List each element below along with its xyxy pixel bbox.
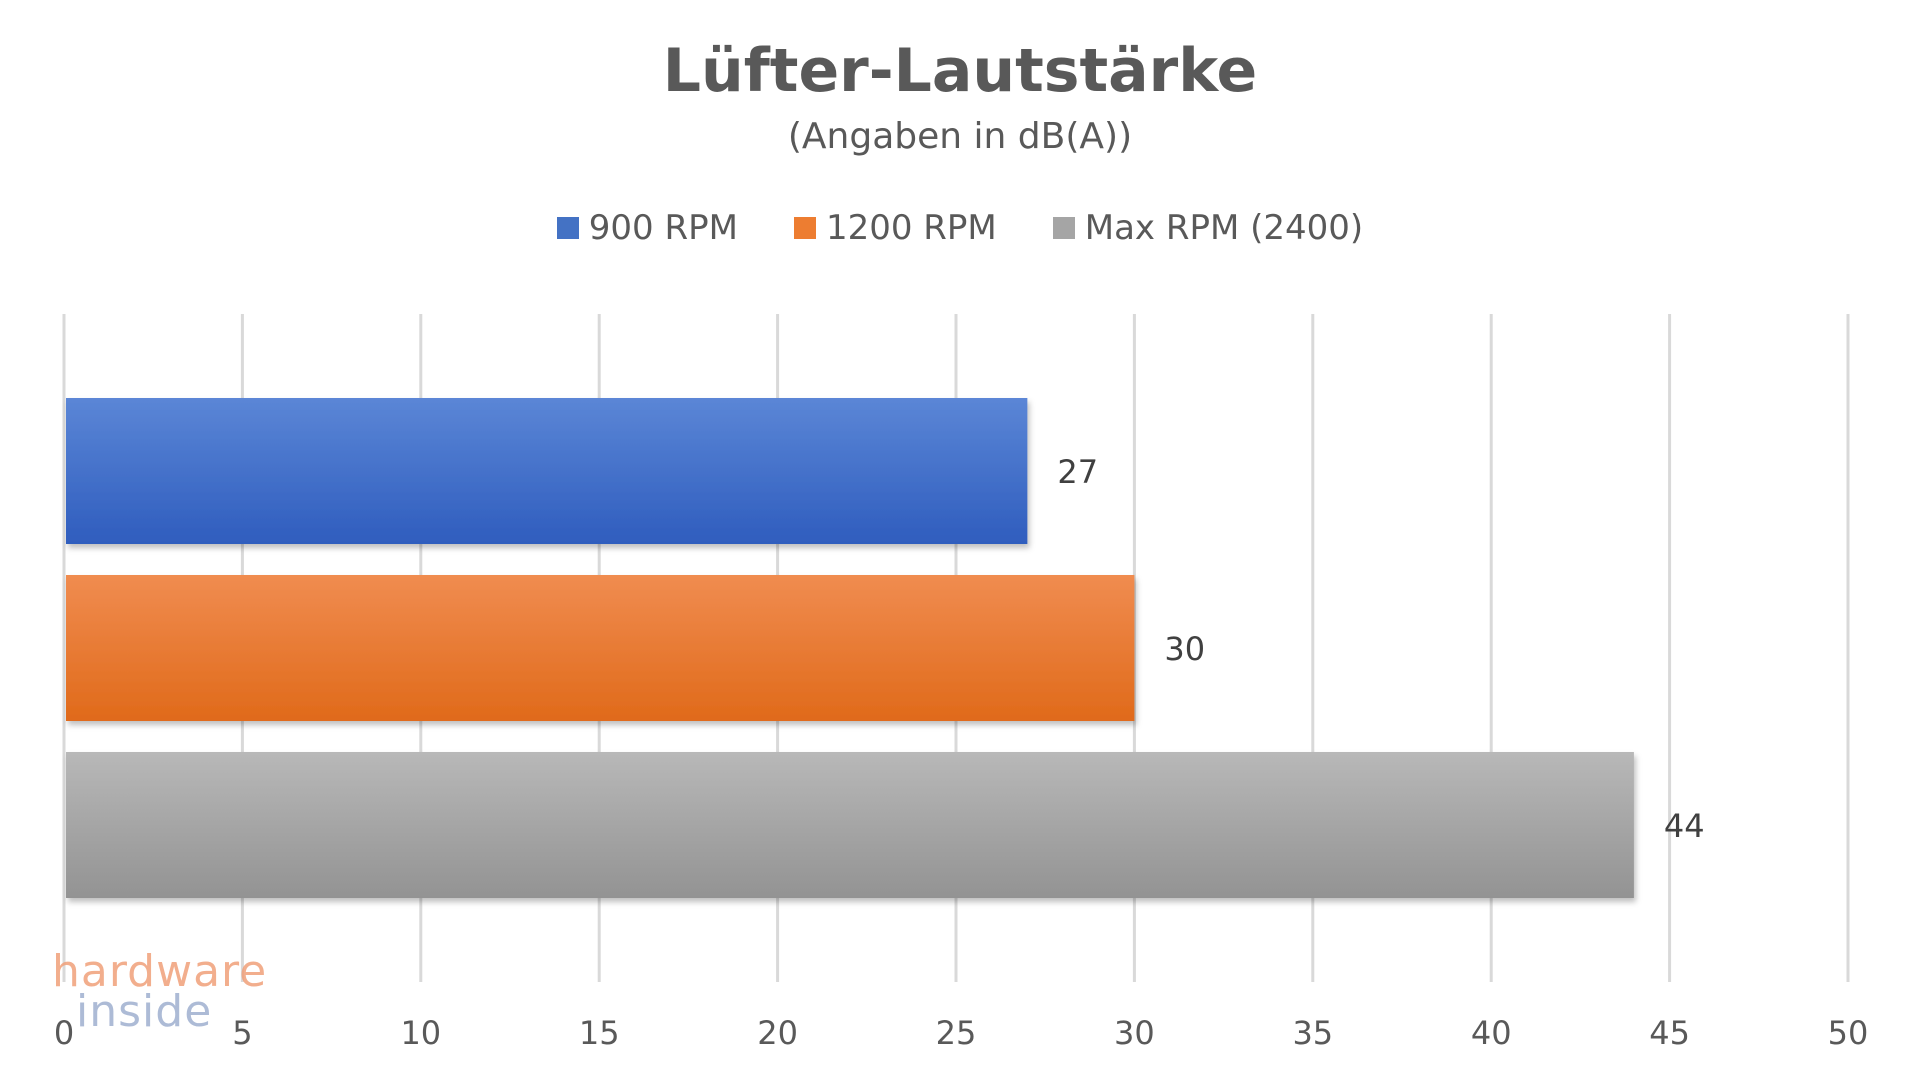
bar-900-rpm — [66, 398, 1028, 544]
x-tick-label-35: 35 — [1292, 1014, 1333, 1052]
data-label-27: 27 — [1057, 453, 1098, 491]
legend-label-900-rpm: 900 RPM — [588, 208, 738, 248]
legend: 900 RPM 1200 RPM Max RPM (2400) — [0, 208, 1920, 248]
x-tick-label-0: 0 — [54, 1014, 74, 1052]
chart-title: Lüfter-Lautstärke — [662, 36, 1258, 106]
bar-1200-rpm — [66, 575, 1135, 721]
x-tick-label-15: 15 — [579, 1014, 620, 1052]
legend-item-max-rpm: Max RPM (2400) — [1052, 208, 1364, 248]
hardware-inside-logo: hardware inside — [52, 946, 268, 1037]
x-tick-label-50: 50 — [1828, 1014, 1869, 1052]
legend-label-max-rpm: Max RPM (2400) — [1084, 208, 1364, 248]
data-labels: 27 30 44 — [1057, 453, 1704, 845]
bar-max-rpm-2400 — [66, 752, 1634, 898]
logo-text-inside: inside — [76, 986, 213, 1037]
legend-label-1200-rpm: 1200 RPM — [825, 208, 997, 248]
x-tick-label-40: 40 — [1471, 1014, 1512, 1052]
data-label-44: 44 — [1664, 807, 1705, 845]
x-tick-label-25: 25 — [936, 1014, 977, 1052]
data-label-30: 30 — [1164, 630, 1205, 668]
x-tick-label-20: 20 — [757, 1014, 798, 1052]
x-tick-label-45: 45 — [1649, 1014, 1690, 1052]
legend-swatch-900-rpm — [556, 217, 579, 239]
legend-swatch-1200-rpm — [793, 217, 816, 239]
x-tick-label-5: 5 — [232, 1014, 252, 1052]
x-axis-ticks: 0 5 10 15 20 25 30 35 40 45 50 — [54, 1014, 1869, 1052]
logo-text-hardware: hardware — [52, 946, 268, 997]
chart-subtitle: (Angaben in dB(A)) — [787, 116, 1133, 157]
x-tick-label-30: 30 — [1114, 1014, 1155, 1052]
bars — [66, 398, 1634, 898]
legend-swatch-max-rpm — [1052, 217, 1075, 239]
legend-item-900-rpm: 900 RPM — [556, 208, 738, 248]
legend-item-1200-rpm: 1200 RPM — [793, 208, 997, 248]
x-tick-label-10: 10 — [400, 1014, 441, 1052]
